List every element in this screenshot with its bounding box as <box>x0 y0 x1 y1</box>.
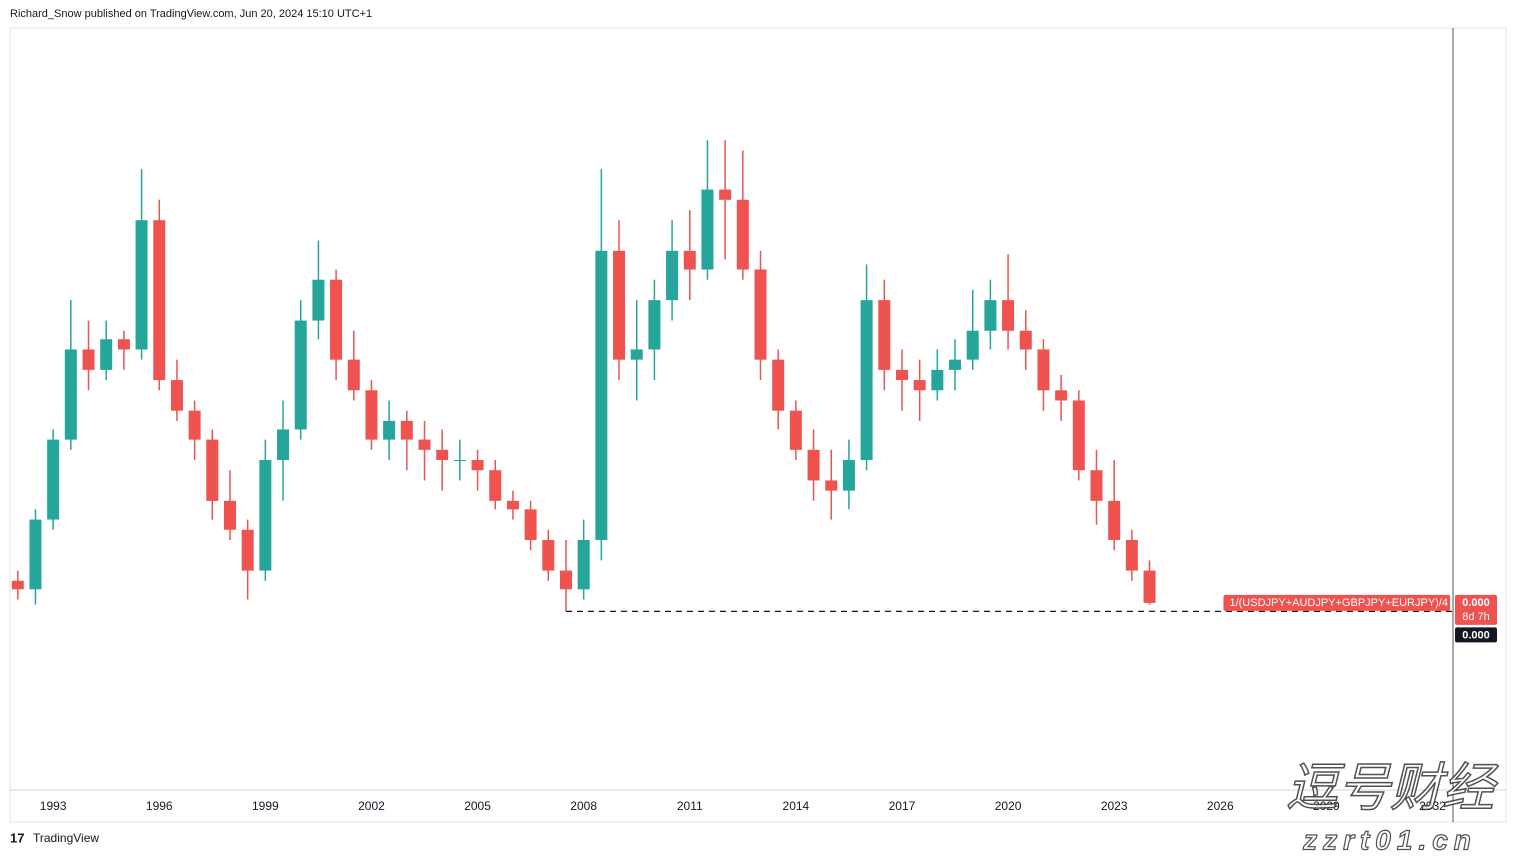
candle-body <box>100 339 113 370</box>
x-tick-label: 2014 <box>783 799 810 813</box>
candle-body <box>595 250 608 540</box>
candle-body <box>170 380 183 411</box>
x-tick-label: 2023 <box>1101 799 1128 813</box>
candle-body <box>949 359 962 370</box>
logo-text: TradingView <box>33 831 99 845</box>
candle-body <box>789 410 802 450</box>
candle-body <box>436 449 449 461</box>
candle-body <box>471 460 484 471</box>
candle-body <box>1072 400 1085 471</box>
candle-body <box>1002 300 1015 331</box>
candle-body <box>683 250 696 270</box>
candle-body <box>754 269 767 360</box>
candle-body <box>82 349 95 370</box>
candle-body <box>241 529 254 571</box>
candle-body <box>294 320 307 430</box>
candle-body <box>807 449 820 481</box>
line-price-badge <box>1455 627 1497 643</box>
candle-body <box>1019 330 1032 350</box>
candle-body <box>277 429 290 461</box>
candle-body <box>312 279 325 321</box>
candle-body <box>506 500 519 510</box>
candle-body <box>613 250 626 360</box>
candle-body <box>400 420 413 440</box>
candle-body <box>842 460 855 491</box>
chart-frame <box>9 27 1507 823</box>
candle-body <box>1143 570 1156 603</box>
symbol-label: 1/(USDJPY+AUDJPY+GBPJPY+EURJPY)/4 <box>1229 597 1448 609</box>
last-price-badge <box>1455 594 1497 625</box>
candle-body <box>1037 349 1050 391</box>
candle-body <box>772 359 785 411</box>
x-tick-label: 2020 <box>995 799 1022 813</box>
candle-body <box>542 539 555 571</box>
candle-body <box>259 460 272 571</box>
watermark-domain: zzrt01.cn <box>1302 824 1477 855</box>
candle-body <box>1055 390 1068 401</box>
candle-body <box>135 220 148 350</box>
candle-body <box>223 500 236 530</box>
x-tick-label: 2032 <box>1419 799 1446 813</box>
candle-body <box>453 460 466 462</box>
candle-body <box>64 349 77 440</box>
logo: 17 TradingView <box>10 830 99 845</box>
candle-body <box>701 189 714 270</box>
x-tick-label: 1996 <box>146 799 173 813</box>
x-tick-label: 2005 <box>464 799 491 813</box>
candle-body <box>878 300 891 370</box>
candle-body <box>365 390 378 440</box>
x-tick-label: 2002 <box>358 799 385 813</box>
candle-body <box>559 570 572 590</box>
candle-body <box>825 480 838 491</box>
x-tick-label: 1999 <box>252 799 279 813</box>
x-tick-label: 2008 <box>570 799 597 813</box>
candle-body <box>11 580 24 590</box>
candle-body <box>736 199 749 270</box>
x-tick-label: 2029 <box>1313 799 1340 813</box>
candle-body <box>383 420 396 440</box>
candle-body <box>895 369 908 381</box>
symbol-badge <box>1223 594 1450 611</box>
candle-body <box>666 250 679 301</box>
candle-body <box>931 369 944 391</box>
x-tick-label: 1993 <box>40 799 67 813</box>
candle-body <box>1125 539 1138 571</box>
candle-body <box>1108 500 1121 540</box>
publish-info: Richard_Snow published on TradingView.co… <box>10 8 372 20</box>
candle-body <box>648 300 661 350</box>
candle-body <box>966 330 979 360</box>
candle-body <box>719 189 732 200</box>
candle-body <box>860 300 873 461</box>
candle-body <box>29 519 42 590</box>
candle-body <box>984 300 997 331</box>
x-tick-label: 2026 <box>1207 799 1234 813</box>
candle-body <box>47 439 60 520</box>
candle-body <box>524 509 537 540</box>
countdown-label: 8d 7h <box>1462 611 1490 623</box>
candle-body <box>153 220 166 381</box>
logo-mark: 17 <box>10 830 24 845</box>
candle-body <box>913 380 926 391</box>
last-price-label: 0.000 <box>1462 597 1490 609</box>
candle-body <box>206 439 219 501</box>
candle-body <box>418 439 431 450</box>
watermark-chinese: 逗号财经 <box>1286 760 1499 818</box>
candle-body <box>630 349 643 360</box>
candle-body <box>1090 470 1103 501</box>
line-price-label: 0.000 <box>1462 629 1490 641</box>
candle-body <box>577 539 590 590</box>
candle-body <box>347 359 360 391</box>
x-tick-label: 2017 <box>889 799 916 813</box>
candle-body <box>117 339 130 350</box>
candle-body <box>330 279 343 360</box>
candle-body <box>188 410 201 440</box>
x-tick-label: 2011 <box>677 799 703 813</box>
candle-body <box>489 470 502 501</box>
